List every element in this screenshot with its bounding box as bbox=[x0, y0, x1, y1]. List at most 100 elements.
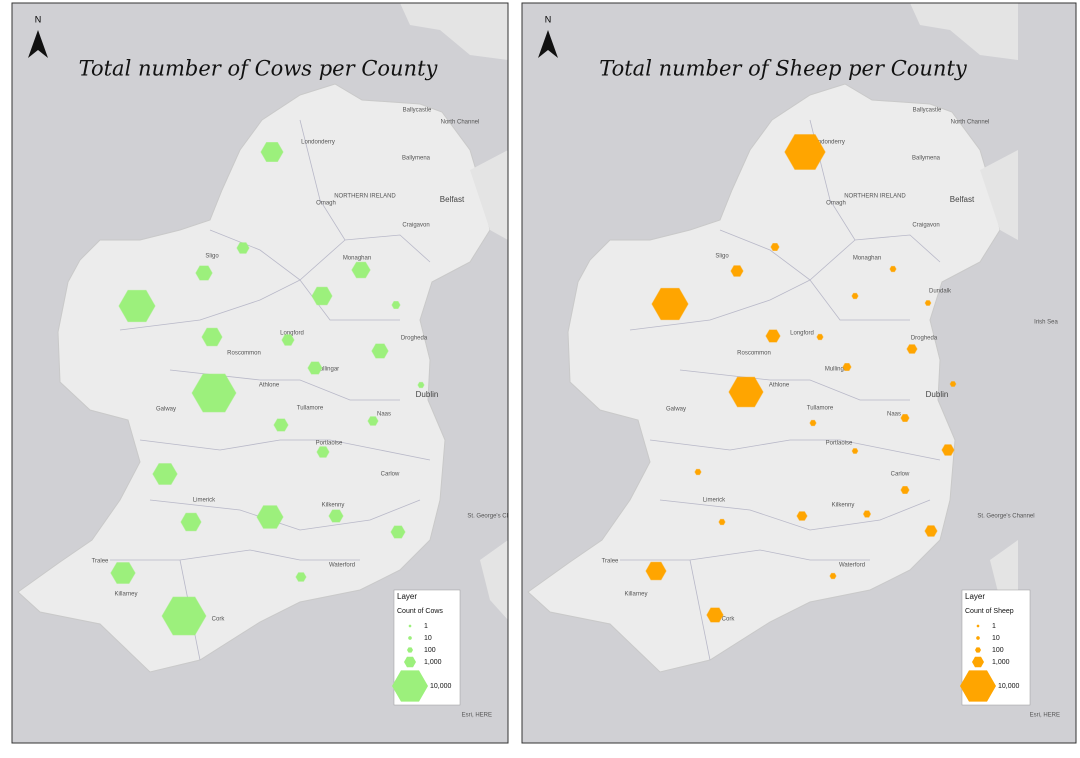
county-hexagon bbox=[730, 265, 744, 277]
place-label: Portlaoise bbox=[316, 441, 343, 447]
county-hexagon bbox=[728, 376, 764, 408]
place-label: Waterford bbox=[839, 563, 865, 569]
county-hexagon bbox=[906, 344, 918, 354]
place-label: Killarney bbox=[624, 592, 647, 598]
county-hexagon bbox=[862, 510, 872, 518]
county-hexagon bbox=[180, 512, 202, 532]
place-label: Ballycastle bbox=[403, 108, 432, 114]
place-label: Carlow bbox=[891, 472, 910, 478]
place-label: Portlaoise bbox=[826, 441, 853, 447]
county-hexagon bbox=[161, 596, 207, 636]
county-hexagon bbox=[796, 511, 808, 521]
place-label: Tralee bbox=[92, 559, 109, 565]
place-label: St. George's Channel bbox=[977, 514, 1034, 520]
place-label: Galway bbox=[156, 407, 176, 413]
place-label: Londonderry bbox=[811, 140, 845, 146]
county-hexagon bbox=[924, 300, 932, 306]
legend-subtitle: Count of Cows bbox=[397, 608, 443, 615]
county-hexagon bbox=[949, 381, 957, 387]
county-hexagon bbox=[784, 134, 826, 170]
legend-label: 10 bbox=[992, 635, 1000, 642]
county-hexagon bbox=[889, 265, 897, 273]
legend-hexagon bbox=[408, 624, 412, 628]
place-label: Naas bbox=[377, 412, 391, 418]
legend-hexagon bbox=[408, 636, 412, 640]
place-label: Drogheda bbox=[401, 336, 428, 342]
place-label: Cork bbox=[212, 617, 226, 623]
county-hexagon bbox=[651, 287, 689, 321]
county-hexagon bbox=[391, 301, 401, 309]
county-hexagon bbox=[295, 572, 307, 582]
county-hexagon bbox=[924, 525, 938, 537]
county-hexagon bbox=[307, 361, 323, 375]
legend-label: 10,000 bbox=[998, 683, 1020, 690]
place-label: Omagh bbox=[316, 201, 336, 207]
county-hexagon bbox=[195, 265, 213, 281]
legend-label: 10 bbox=[424, 635, 432, 642]
place-label: Craigavon bbox=[402, 223, 429, 229]
place-label: Killarney bbox=[114, 592, 137, 598]
county-hexagon bbox=[809, 419, 817, 427]
place-label: Longford bbox=[280, 331, 304, 337]
place-label: NORTHERN IRELAND bbox=[334, 194, 396, 200]
credit: Esri, HERE bbox=[1030, 713, 1060, 719]
legend-hexagon bbox=[404, 656, 416, 668]
place-label: Mullingar bbox=[315, 367, 339, 373]
place-label: Belfast bbox=[950, 195, 975, 204]
place-label: Kilkenny bbox=[832, 503, 855, 509]
map-content: Londonderry Ballycastle North Channel Bally… bbox=[12, 3, 524, 743]
place-label: Roscommon bbox=[737, 351, 771, 357]
county-hexagon bbox=[191, 373, 237, 413]
place-label: Waterford bbox=[329, 563, 355, 569]
place-label: St. George's Channel bbox=[467, 514, 524, 520]
map-content: Londonderry Ballycastle North Channel Bally… bbox=[522, 3, 1076, 743]
legend-label: 100 bbox=[992, 647, 1004, 654]
county-hexagon bbox=[770, 243, 780, 251]
place-label: Limerick bbox=[703, 498, 726, 504]
legend-title: Layer bbox=[965, 592, 985, 601]
county-hexagon bbox=[851, 292, 859, 300]
county-hexagon bbox=[371, 343, 389, 359]
county-hexagon bbox=[367, 416, 379, 426]
legend-label: 10,000 bbox=[430, 683, 452, 690]
county-hexagon bbox=[328, 509, 344, 523]
county-hexagon bbox=[816, 333, 824, 341]
county-hexagon bbox=[706, 607, 724, 623]
place-label: Omagh bbox=[826, 201, 846, 207]
county-hexagon bbox=[260, 142, 284, 162]
legend-label: 1,000 bbox=[992, 659, 1010, 666]
county-hexagon bbox=[765, 329, 781, 343]
place-label: Naas bbox=[887, 412, 901, 418]
county-hexagon bbox=[417, 381, 425, 389]
place-label: Galway bbox=[666, 407, 686, 413]
legend-title: Layer bbox=[397, 592, 417, 601]
county-hexagon bbox=[281, 334, 295, 346]
place-label: Mullingar bbox=[825, 367, 849, 373]
county-hexagon bbox=[718, 518, 726, 526]
place-label: Dundalk bbox=[929, 289, 952, 295]
legend-hexagon bbox=[975, 647, 981, 653]
county-hexagon bbox=[118, 289, 156, 323]
legend-hexagon bbox=[972, 656, 984, 668]
place-label: Craigavon bbox=[912, 223, 939, 229]
legend-label: 1 bbox=[424, 623, 428, 630]
place-label: Ballymena bbox=[912, 156, 941, 162]
place-label: Ballymena bbox=[402, 156, 431, 162]
county-hexagon bbox=[316, 446, 330, 458]
county-hexagon bbox=[851, 448, 859, 454]
legend-label: 1,000 bbox=[424, 659, 442, 666]
map-title: Total number of Sheep per County bbox=[599, 57, 968, 81]
place-label: North Channel bbox=[951, 120, 990, 126]
county-hexagon bbox=[256, 505, 284, 529]
place-label: Monaghan bbox=[853, 256, 881, 262]
credit: Esri, HERE bbox=[462, 713, 492, 719]
place-label: Sligo bbox=[205, 254, 219, 260]
county-hexagon bbox=[236, 242, 250, 254]
place-label: Kilkenny bbox=[322, 503, 345, 509]
place-label: Roscommon bbox=[227, 351, 261, 357]
county-hexagon bbox=[941, 444, 955, 456]
place-label: Dublin bbox=[926, 390, 949, 399]
cows-map-panel: Londonderry Ballycastle North Channel Bally… bbox=[11, 2, 524, 744]
legend-hexagon bbox=[976, 636, 980, 640]
